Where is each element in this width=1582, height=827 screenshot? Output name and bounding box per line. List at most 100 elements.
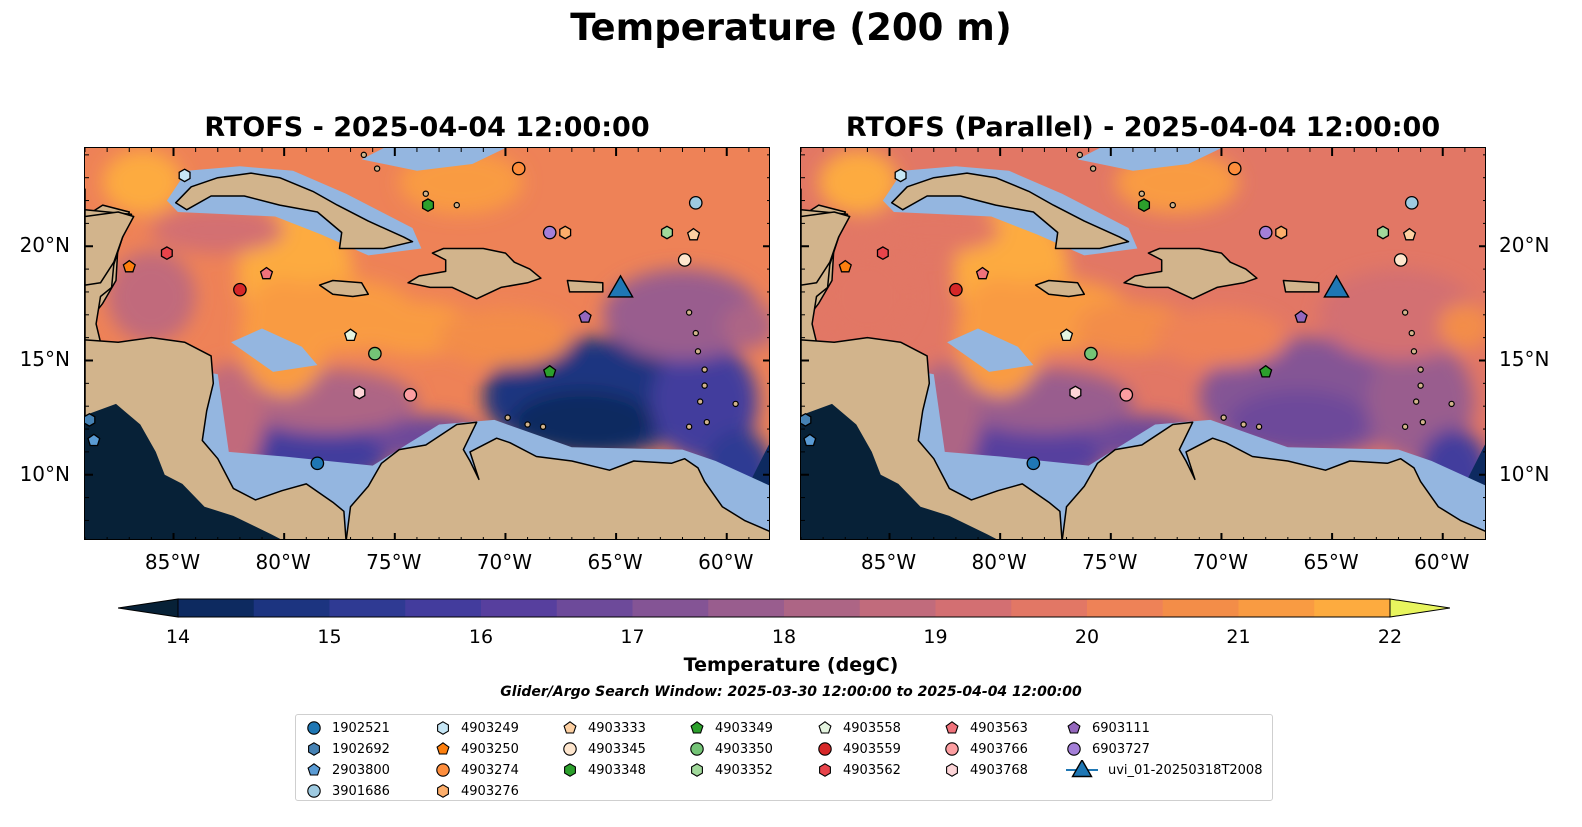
marker-4903274 <box>511 161 526 176</box>
legend-item: 3901686 <box>306 781 390 801</box>
colorbar-tick-label: 19 <box>923 626 948 648</box>
temperature-feature <box>955 278 1045 398</box>
pacific-coast <box>801 403 997 539</box>
marker-4903276 <box>559 225 572 240</box>
marker-6903727 <box>1258 225 1273 240</box>
marker-4903559 <box>949 282 963 297</box>
legend-symbol <box>691 763 703 777</box>
legend-item: 4903249 <box>435 718 519 738</box>
legend-marker-circle-icon <box>307 784 321 798</box>
island-6 <box>685 423 693 430</box>
marker-4903766 <box>403 387 418 402</box>
legend-item: 4903348 <box>562 760 646 780</box>
island-5 <box>696 398 704 405</box>
legend-label: 4903563 <box>970 720 1028 736</box>
colorbar-tick-label: 15 <box>317 626 342 648</box>
legend-marker-pentagon-icon <box>945 721 959 734</box>
legend-item: 4903350 <box>689 739 773 759</box>
island-3 <box>1417 366 1424 373</box>
legend-label: 3901686 <box>332 783 390 799</box>
legend-item: 4903766 <box>944 739 1028 759</box>
marker-1902692 <box>85 412 96 427</box>
island-2 <box>1410 348 1418 355</box>
legend-item: 4903562 <box>817 760 901 780</box>
colorbar-tick-label: 16 <box>468 626 494 648</box>
legend-symbol <box>437 784 449 798</box>
legend-label: 4903766 <box>970 741 1028 757</box>
shallow-water-2 <box>361 148 506 171</box>
legend-symbol <box>690 742 704 756</box>
land-yucatan-tip <box>801 211 851 286</box>
island-9 <box>1220 414 1227 421</box>
marker-1902521 <box>1026 456 1041 471</box>
marker-4903333 <box>1402 227 1417 241</box>
x-tick-label: 80°W <box>255 550 311 574</box>
marker-4903350 <box>368 346 382 361</box>
pacific-coast <box>85 403 281 539</box>
legend-item: 4903558 <box>817 718 901 738</box>
marker-4903250 <box>122 259 136 273</box>
x-tick-label: 75°W <box>366 550 422 574</box>
x-tick-label: 60°W <box>1414 550 1470 574</box>
legend-item: 1902692 <box>306 739 390 759</box>
legend-marker-circle-icon <box>307 721 321 735</box>
legend-label: 4903349 <box>715 720 773 736</box>
island-8 <box>732 400 739 408</box>
temperature-features <box>818 150 1485 521</box>
colorbar-tick-label: 18 <box>771 626 797 648</box>
legend-item: 1902521 <box>306 718 390 738</box>
legend: 1902521 1902692 2903800 3901686 4903249 49032… <box>295 714 1273 801</box>
legend-symbol <box>436 763 450 777</box>
legend-label: 4903558 <box>843 720 901 736</box>
legend-label: 4903352 <box>715 762 773 778</box>
island-0 <box>1401 309 1409 316</box>
legend-label: uvi_01-20250318T2008 <box>1108 762 1263 778</box>
legend-item: 6903111 <box>1066 718 1150 738</box>
legend-label: 4903562 <box>843 762 901 778</box>
legend-symbol <box>564 763 576 777</box>
island-15 <box>1169 201 1176 209</box>
y-tick-label-left: 15°N <box>19 347 70 372</box>
x-tick-label: 70°W <box>1192 550 1249 574</box>
page-title: Temperature (200 m) <box>570 6 1012 49</box>
land-hispaniola <box>407 247 542 300</box>
legend-marker-hexagon-icon <box>437 784 449 798</box>
panel-title-rtofs-parallel: RTOFS (Parallel) - 2025-04-04 12:00:00 <box>845 112 1441 143</box>
legend-label: 4903350 <box>715 741 773 757</box>
legend-symbol <box>436 742 450 755</box>
marker-2903800 <box>87 433 101 447</box>
island-2 <box>694 348 702 355</box>
legend-label: 4903274 <box>461 762 519 778</box>
legend-label: 4903249 <box>461 720 519 736</box>
legend-marker-circle-icon <box>563 742 577 756</box>
legend-label: 4903333 <box>588 720 646 736</box>
island-12 <box>373 165 381 172</box>
island-0 <box>685 309 693 316</box>
marker-4903352 <box>660 225 674 240</box>
temperature-feature <box>602 269 763 361</box>
legend-label: 6903111 <box>1092 720 1150 736</box>
marker-3901686 <box>688 195 703 210</box>
island-7 <box>703 418 711 426</box>
legend-symbol <box>818 721 832 734</box>
temperature-feature <box>1438 303 1485 350</box>
marker-6903111 <box>1294 310 1308 323</box>
shallow-water-3 <box>947 328 1034 372</box>
colorbar-level <box>253 599 330 617</box>
island-6 <box>1401 423 1409 430</box>
legend-symbol <box>1067 742 1081 756</box>
x-tick-label: 60°W <box>698 550 754 574</box>
island-11 <box>1255 423 1263 430</box>
colorbar-level <box>1087 599 1164 617</box>
legend-marker-pentagon-icon <box>690 721 704 734</box>
legend-label: 1902521 <box>332 720 390 736</box>
island-7 <box>1419 418 1427 426</box>
colorbar-extend-high <box>1389 598 1451 618</box>
temperature-feature <box>439 307 572 368</box>
map-panel-rtofs <box>84 147 770 540</box>
colorbar-level <box>1314 599 1391 617</box>
legend-symbol <box>308 742 320 756</box>
temperature-feature <box>867 207 1001 254</box>
legend-symbol <box>819 763 831 777</box>
marker-4903559 <box>233 282 247 297</box>
